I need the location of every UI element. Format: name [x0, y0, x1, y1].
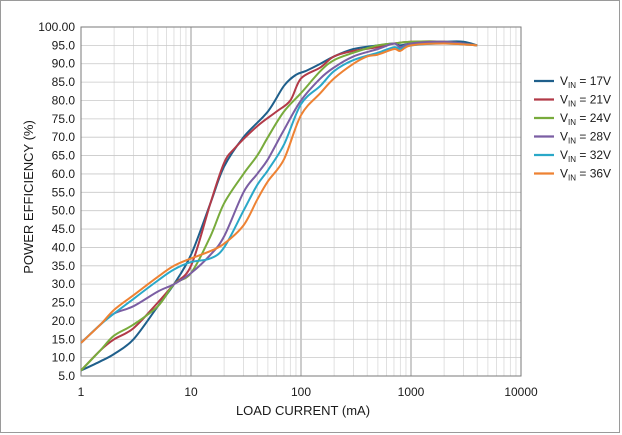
x-tick-label: 10: [184, 385, 198, 399]
plot-area-border: [80, 26, 522, 377]
x-tick-label: 100: [291, 385, 311, 399]
tick-labels: 1 10 100 1000 10000 100.00 95.0 90.0 85.0 80.0 75.…: [38, 20, 538, 399]
y-tick-label: 15.0: [52, 332, 76, 346]
y-axis-label: POWER EFFICIENCY (%): [21, 120, 36, 274]
legend: VIN = 17V VIN = 21V VIN = 24V VIN = 28V VIN …: [534, 74, 611, 183]
y-tick-label: 35.0: [52, 259, 76, 273]
legend-entry: VIN = 28V: [560, 130, 611, 146]
y-tick-label: 10.0: [52, 351, 76, 365]
y-tick-label: 65.0: [52, 149, 76, 163]
legend-entry: VIN = 36V: [560, 167, 611, 183]
axes: [80, 26, 522, 377]
legend-entry: VIN = 32V: [560, 148, 611, 164]
x-tick-label: 10000: [504, 385, 538, 399]
y-tick-label: 100.00: [38, 20, 75, 34]
series-line-5: [80, 42, 478, 344]
y-tick-label: 95.0: [52, 38, 76, 52]
series-line-4: [80, 40, 478, 344]
x-tick-label: 1: [78, 385, 85, 399]
series-lines: [80, 40, 478, 372]
y-tick-label: 55.0: [52, 185, 76, 199]
y-tick-label: 45.0: [52, 222, 76, 236]
y-tick-label: 75.0: [52, 112, 76, 126]
y-tick-label: 90.0: [52, 57, 76, 71]
y-tick-label: 85.0: [52, 75, 76, 89]
legend-entry: VIN = 24V: [560, 111, 611, 127]
y-tick-label: 20.0: [52, 314, 76, 328]
x-tick-label: 1000: [398, 385, 425, 399]
y-tick-label: 50.0: [52, 204, 76, 218]
series-line-6: [80, 42, 478, 344]
y-tick-label: 25.0: [52, 296, 76, 310]
x-axis-label: LOAD CURRENT (mA): [236, 403, 370, 418]
y-tick-label: 30.0: [52, 277, 76, 291]
y-tick-label: 60.0: [52, 167, 76, 181]
legend-entry: VIN = 21V: [560, 93, 611, 109]
y-tick-label: 80.0: [52, 93, 76, 107]
series-line-3: [80, 40, 478, 372]
y-tick-label: 70.0: [52, 130, 76, 144]
legend-entry: VIN = 17V: [560, 74, 611, 90]
y-tick-label: 40.0: [52, 240, 76, 254]
y-tick-label: 5.0: [58, 369, 75, 383]
